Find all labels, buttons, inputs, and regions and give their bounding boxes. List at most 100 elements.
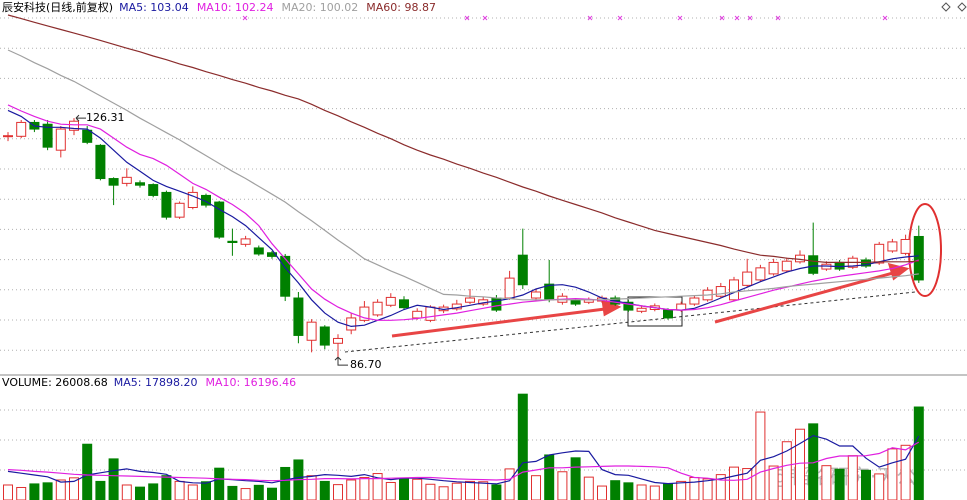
candle-body — [887, 241, 898, 252]
volume-bar — [121, 484, 132, 500]
candle-body — [874, 243, 885, 264]
candle-body — [121, 176, 132, 184]
volume-bar — [372, 473, 383, 500]
candle-body — [795, 254, 805, 263]
candle-body — [16, 121, 27, 137]
volume-bar — [544, 454, 555, 500]
annotation-pointer — [75, 114, 86, 122]
volume-bar — [913, 406, 924, 500]
volume-bar — [649, 485, 660, 500]
volume-bar — [333, 484, 343, 500]
candle-body — [913, 235, 924, 281]
volume-bar — [597, 485, 607, 500]
candle-body — [161, 191, 172, 218]
candle-body — [82, 129, 93, 143]
candle-body — [623, 301, 634, 311]
ma-line — [7, 14, 919, 263]
candle-body — [570, 299, 581, 305]
candle-body — [504, 277, 515, 299]
volume-bar — [306, 475, 317, 500]
volume-bar — [412, 478, 423, 500]
candle-body — [319, 326, 330, 346]
candle-body — [346, 317, 357, 331]
ma-line — [7, 49, 919, 301]
event-marker — [734, 15, 740, 21]
volume-bar — [319, 480, 330, 500]
candle-body — [227, 240, 238, 244]
volume-bar — [557, 471, 568, 500]
volume-bar — [795, 428, 805, 500]
volume-bar — [861, 469, 871, 500]
volume-bar — [174, 480, 185, 500]
volume-bar — [517, 393, 528, 500]
annotation-pointer — [334, 356, 348, 366]
candle-body — [108, 178, 119, 186]
volume-bar — [755, 411, 766, 500]
legend-entry: MA10: 102.24 — [197, 1, 274, 14]
volume-bar — [187, 484, 198, 500]
candle-body — [69, 120, 79, 131]
volume-bar — [465, 480, 475, 500]
volume-bar — [214, 467, 225, 500]
candle-body — [900, 238, 911, 254]
panel-title: 辰安科技(日线,前复权) — [2, 0, 113, 14]
volume-bar — [834, 468, 845, 500]
candle-body — [412, 310, 423, 319]
panel-title: VOLUME: 26008.68 — [2, 376, 108, 389]
candle-body — [465, 297, 475, 303]
event-marker — [482, 15, 488, 21]
event-marker — [677, 15, 683, 21]
volume-bar — [821, 465, 832, 500]
volume-bar — [253, 484, 264, 500]
candle-body — [399, 299, 409, 309]
volume-bar — [689, 476, 700, 500]
volume-bar — [874, 473, 885, 500]
candle-body — [689, 297, 700, 305]
candle-body — [214, 201, 225, 238]
volume-bar — [768, 465, 779, 500]
volume-bar — [636, 484, 647, 500]
candle-body — [385, 296, 396, 306]
volume-bar — [29, 483, 40, 500]
volume-bar — [623, 482, 634, 500]
candle-body — [135, 182, 145, 186]
candle-body — [755, 267, 766, 281]
volume-bar — [280, 466, 291, 500]
volume-bar — [742, 468, 753, 500]
volume-bar — [399, 477, 409, 500]
candle-body — [267, 252, 277, 257]
candle-body — [517, 254, 528, 286]
volume-bar — [451, 482, 462, 500]
volume-bar — [359, 476, 370, 500]
legend-entry: MA10: 16196.46 — [205, 376, 296, 389]
event-marker — [775, 15, 781, 21]
volume-bar — [583, 476, 594, 500]
candle-body — [55, 128, 66, 151]
volume-bar — [478, 481, 489, 500]
candle-body — [253, 247, 264, 255]
event-markers — [242, 15, 888, 21]
volume-bar — [847, 455, 858, 500]
event-marker — [882, 15, 888, 21]
volume-bar — [161, 475, 172, 500]
volume-bar — [610, 480, 621, 500]
candle-body — [715, 286, 726, 297]
volume-bar — [108, 458, 119, 500]
volume-bar — [438, 486, 449, 500]
volume-bar — [729, 466, 739, 500]
candle-body — [729, 279, 739, 301]
low-label: 86.70 — [350, 358, 382, 371]
candle-body — [240, 238, 251, 245]
event-marker — [587, 15, 593, 21]
volume-bar — [491, 484, 502, 500]
candle-body — [636, 307, 647, 312]
panel-icons[interactable] — [941, 2, 967, 12]
candle-body — [3, 135, 13, 138]
candle-body — [187, 191, 198, 209]
volume-bar — [16, 486, 27, 500]
volume-bar — [240, 488, 251, 500]
legend-entry: MA60: 98.87 — [366, 1, 436, 14]
volume-bar — [663, 483, 673, 500]
volume-bar — [676, 480, 687, 500]
